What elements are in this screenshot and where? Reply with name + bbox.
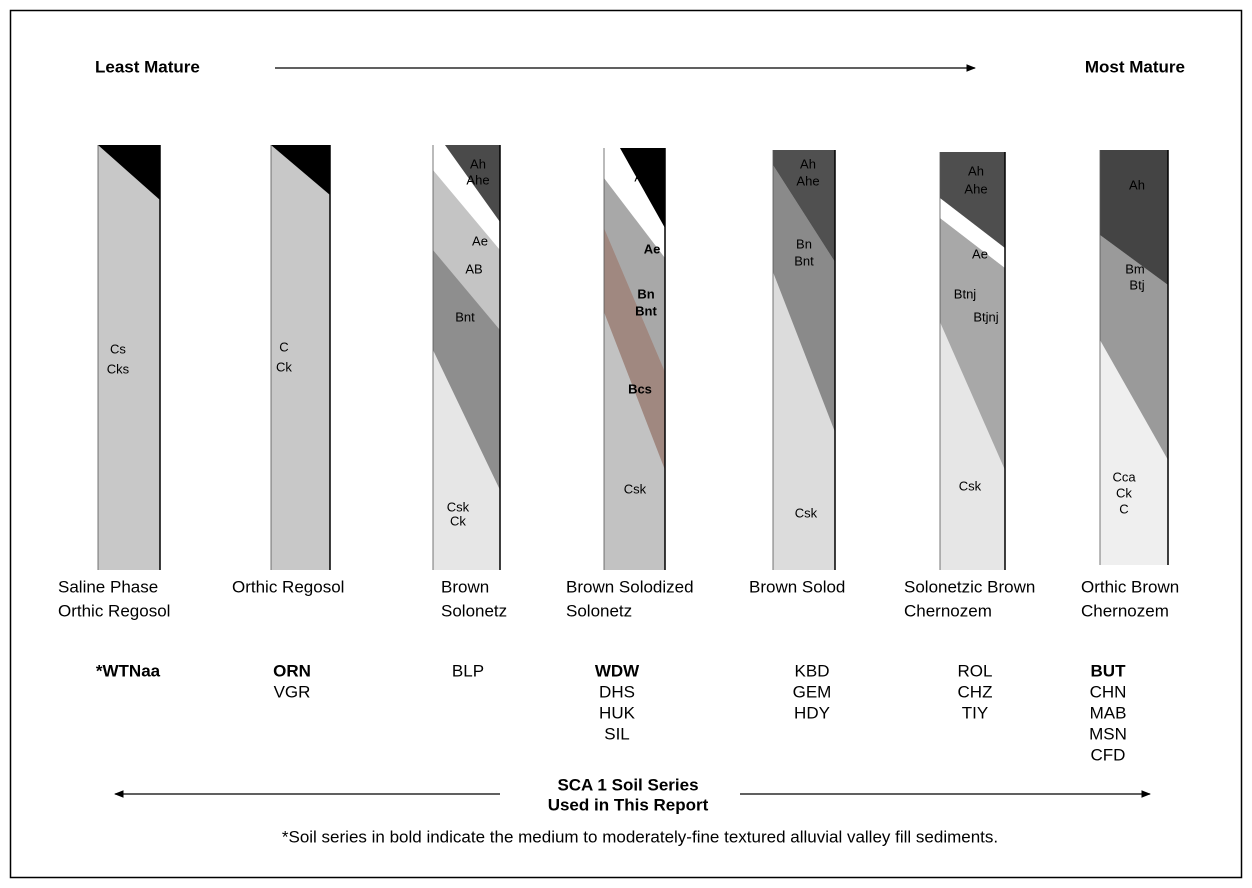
series-code: MAB xyxy=(1090,703,1127,722)
series-code: GEM xyxy=(793,682,832,701)
horizon-label: Bcs xyxy=(628,381,652,396)
profiles: Ahs Cs Cks Saline Phase Orthic Regosol *WTNaa… xyxy=(58,145,1179,764)
profile-name: Brown Solodized xyxy=(566,577,694,596)
horizon-band xyxy=(433,250,500,490)
series-code: VGR xyxy=(274,682,311,701)
header-left: Least Mature xyxy=(95,57,200,76)
horizon-label: Ae xyxy=(972,246,988,261)
horizon-band xyxy=(940,198,1005,268)
series-code: MSN xyxy=(1089,724,1127,743)
series-code: HDY xyxy=(794,703,830,722)
series-code: BUT xyxy=(1091,661,1127,680)
footer-title: SCA 1 Soil Series xyxy=(557,775,698,794)
series-code: *WTNaa xyxy=(96,661,161,680)
series-code: WDW xyxy=(595,661,640,680)
footer-note: *Soil series in bold indicate the medium… xyxy=(282,827,998,846)
horizon-label: Ck xyxy=(450,513,466,528)
horizon-label: Ck xyxy=(1116,485,1132,500)
series-code: CFD xyxy=(1091,745,1126,764)
horizon-band xyxy=(620,148,665,228)
series-code: SIL xyxy=(604,724,630,743)
horizon-label: Cca xyxy=(1112,469,1136,484)
frame xyxy=(9,9,1243,879)
horizon-label: Csk xyxy=(959,478,982,493)
horizon-label: Ahs xyxy=(129,149,152,164)
horizon-band xyxy=(773,165,835,432)
horizon-label: Bn xyxy=(637,286,654,301)
horizon-band xyxy=(433,170,500,330)
profile-name: Brown Solod xyxy=(749,577,845,596)
horizon-label: Csk xyxy=(624,481,647,496)
horizon-band xyxy=(604,228,665,470)
horizon-label: Bnt xyxy=(794,253,814,268)
series-code: BLP xyxy=(452,661,484,680)
horizon-label: Ah xyxy=(800,156,816,171)
profile-name: Solonetz xyxy=(441,601,507,620)
series-code: DHS xyxy=(599,682,635,701)
soil-profile xyxy=(98,145,160,570)
profile-name: Orthic Regosol xyxy=(58,601,170,620)
horizon-label: Csk xyxy=(447,499,470,514)
horizon-label: Cks xyxy=(107,361,130,376)
header-right: Most Mature xyxy=(1085,57,1185,76)
profile-name: Chernozem xyxy=(904,601,992,620)
series-code: HUK xyxy=(599,703,636,722)
horizon-label: C xyxy=(1119,501,1128,516)
horizon-label: C xyxy=(279,339,288,354)
footer-title: Used in This Report xyxy=(548,795,709,814)
horizon-band xyxy=(433,145,500,250)
horizon-label: Btjnj xyxy=(973,309,998,324)
horizon-label: Ah xyxy=(968,163,984,178)
profile-name: Brown xyxy=(441,577,489,596)
horizon-band xyxy=(1100,235,1168,460)
horizon-band xyxy=(98,145,160,200)
series-code: CHN xyxy=(1090,682,1127,701)
horizon-label: Ahe xyxy=(964,181,987,196)
horizon-label: Ah xyxy=(305,149,321,164)
horizon-label: Bm xyxy=(1125,261,1145,276)
horizon-band xyxy=(445,145,500,222)
horizon-band xyxy=(271,145,330,195)
profile-name: Orthic Regosol xyxy=(232,577,344,596)
horizon-band xyxy=(1100,150,1168,285)
horizon-label: Btj xyxy=(1129,277,1144,292)
soil-profile xyxy=(271,145,330,570)
horizon-band xyxy=(940,152,1005,248)
horizon-label: Btnj xyxy=(954,286,977,301)
horizon-label: AB xyxy=(465,261,482,276)
horizon-label: Bnt xyxy=(635,303,657,318)
profile-name: Solonetzic Brown xyxy=(904,577,1035,596)
horizon-label: Ah xyxy=(470,156,486,171)
horizon-label: Ck xyxy=(276,359,292,374)
horizon-label: Ah xyxy=(638,151,654,166)
horizon-label: Ae xyxy=(472,233,488,248)
horizon-label: Bn xyxy=(796,236,812,251)
horizon-band xyxy=(940,218,1005,470)
horizon-label: Csk xyxy=(795,505,818,520)
horizon-label: Cs xyxy=(110,341,126,356)
profile-name: Saline Phase xyxy=(58,577,158,596)
series-code: KBD xyxy=(795,661,830,680)
horizon-band xyxy=(773,150,835,262)
horizon-label: Ahe xyxy=(466,172,489,187)
series-code: CHZ xyxy=(958,682,993,701)
profile-name: Solonetz xyxy=(566,601,632,620)
horizon-label: Ah xyxy=(1129,177,1145,192)
horizon-label: Ahe xyxy=(796,173,819,188)
series-code: ROL xyxy=(958,661,993,680)
horizon-label: Ae xyxy=(644,241,661,256)
horizon-band xyxy=(604,148,665,258)
series-code: ORN xyxy=(273,661,311,680)
profile-name: Chernozem xyxy=(1081,601,1169,620)
profile-name: Orthic Brown xyxy=(1081,577,1179,596)
horizon-band xyxy=(604,178,665,372)
horizon-label: Bnt xyxy=(455,309,475,324)
series-code: TIY xyxy=(962,703,988,722)
horizon-label: Ahe xyxy=(634,169,657,184)
